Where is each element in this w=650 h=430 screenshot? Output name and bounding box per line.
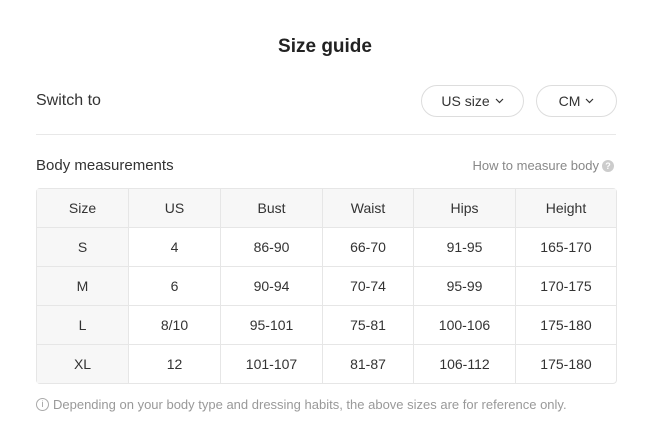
- disclaimer-note: i Depending on your body type and dressi…: [36, 397, 567, 412]
- column-header: Hips: [414, 189, 516, 228]
- chevron-down-icon: [585, 98, 594, 104]
- table-cell: 101-107: [221, 345, 323, 383]
- table-cell: 66-70: [323, 228, 414, 267]
- table-row: M 6 90-94 70-74 95-99 170-175: [37, 267, 616, 306]
- table-row: S 4 86-90 66-70 91-95 165-170: [37, 228, 616, 267]
- table-row: L 8/10 95-101 75-81 100-106 175-180: [37, 306, 616, 345]
- table-cell: 91-95: [414, 228, 516, 267]
- size-system-value: US size: [441, 93, 490, 109]
- table-cell: 95-99: [414, 267, 516, 306]
- table-cell: 8/10: [129, 306, 221, 345]
- unit-dropdown[interactable]: CM: [536, 85, 617, 117]
- table-cell: 90-94: [221, 267, 323, 306]
- column-header: Waist: [323, 189, 414, 228]
- table-cell: 70-74: [323, 267, 414, 306]
- table-cell: 165-170: [516, 228, 616, 267]
- table-cell: M: [37, 267, 129, 306]
- table-cell: 100-106: [414, 306, 516, 345]
- table-cell: 4: [129, 228, 221, 267]
- table-cell: 12: [129, 345, 221, 383]
- table-cell: L: [37, 306, 129, 345]
- table-cell: 81-87: [323, 345, 414, 383]
- help-icon: ?: [602, 159, 614, 172]
- how-to-measure-label: How to measure body: [472, 158, 599, 173]
- table-cell: 175-180: [540, 356, 592, 372]
- table-cell: 86-90: [221, 228, 323, 267]
- disclaimer-text: Depending on your body type and dressing…: [53, 397, 567, 412]
- page-title: Size guide: [278, 36, 372, 57]
- unit-value: CM: [558, 93, 581, 109]
- table-cell: 95-101: [221, 306, 323, 345]
- size-table: Size US Bust Waist Hips Height S 4 86-90 66-70 91…: [36, 188, 617, 384]
- column-header: US: [129, 189, 221, 228]
- column-header: Size: [37, 189, 129, 228]
- table-cell: 170-175: [516, 267, 616, 306]
- table-cell: 6: [129, 267, 221, 306]
- divider: [36, 134, 616, 135]
- table-cell: 106-112: [414, 345, 516, 383]
- column-header: Height: [516, 189, 616, 228]
- table-cell: 75-81: [323, 306, 414, 345]
- info-icon: i: [36, 398, 49, 411]
- section-title: Body measurements: [36, 157, 174, 174]
- how-to-measure-link[interactable]: How to measure body ?: [473, 158, 614, 173]
- table-cell: XL: [37, 345, 129, 383]
- size-system-dropdown[interactable]: US size: [421, 85, 524, 117]
- table-header-row: Size US Bust Waist Hips Height: [37, 189, 616, 228]
- switch-to-label: Switch to: [36, 92, 101, 109]
- table-cell: S: [37, 228, 129, 267]
- table-row: XL 12 101-107 81-87 106-112 175-180: [37, 345, 616, 383]
- table-cell: 175-180: [516, 306, 616, 345]
- column-header: Bust: [221, 189, 323, 228]
- chevron-down-icon: [495, 98, 504, 104]
